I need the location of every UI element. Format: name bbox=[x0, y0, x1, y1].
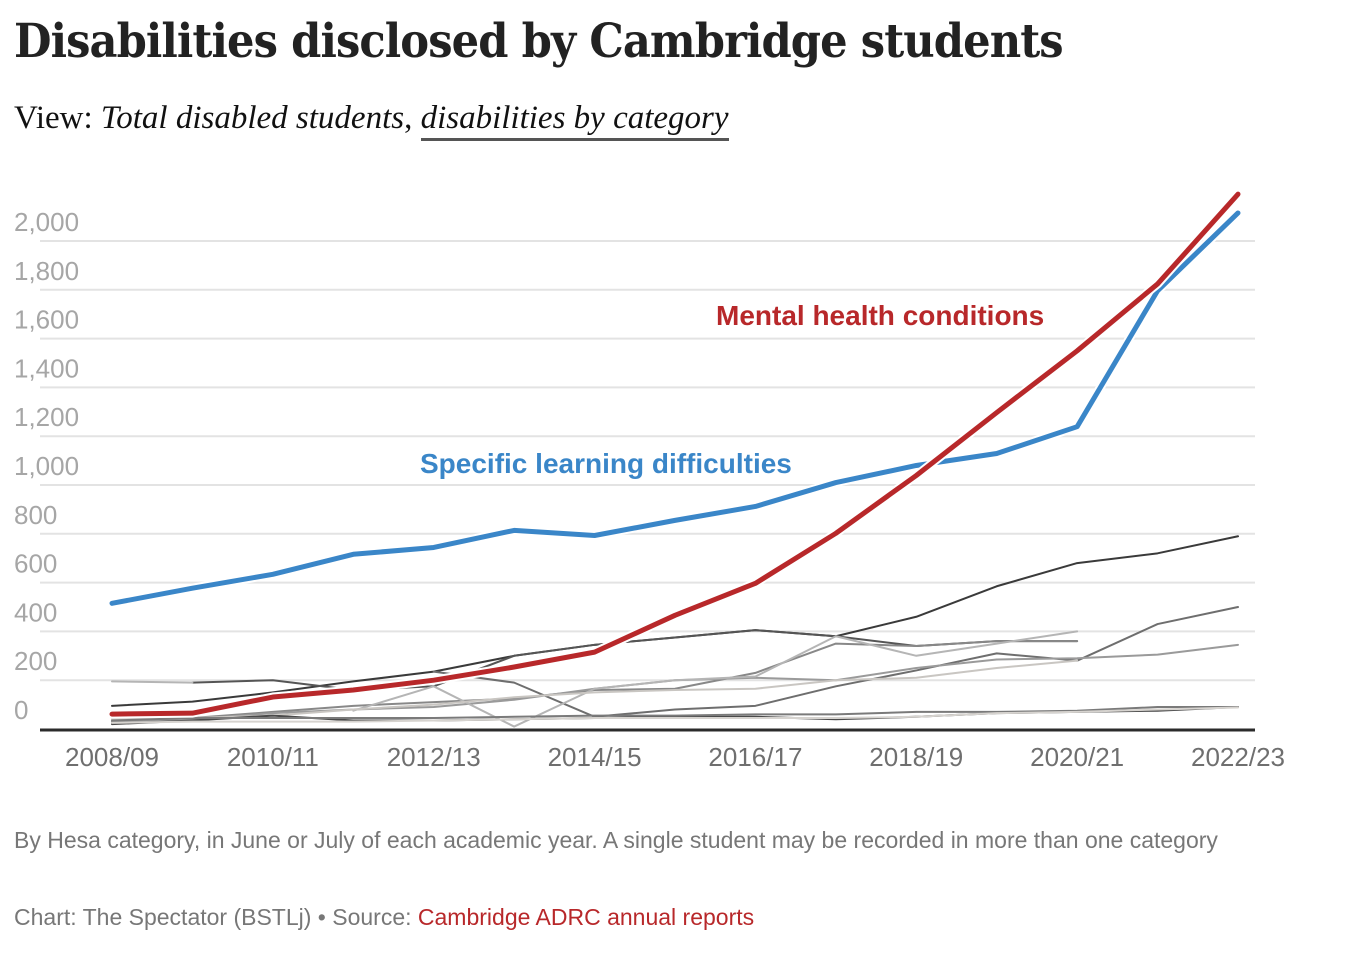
x-tick-label: 2016/17 bbox=[708, 742, 802, 772]
y-tick-label: 1,400 bbox=[14, 353, 79, 383]
y-tick-label: 0 bbox=[14, 695, 28, 725]
credit-text: Chart: The Spectator (BSTLj) • Source: bbox=[14, 904, 418, 930]
x-tick-label: 2012/13 bbox=[387, 742, 481, 772]
x-axis-ticks: 2008/09 2010/11 2012/13 2014/15 2016/17 2018/… bbox=[65, 742, 1285, 772]
view-option-by-category[interactable]: disabilities by category bbox=[420, 100, 729, 141]
series-line-other bbox=[111, 706, 1239, 722]
y-tick-label: 200 bbox=[14, 646, 57, 676]
label-mental-health: Mental health conditions bbox=[716, 300, 1044, 331]
series-line-other bbox=[352, 630, 1079, 728]
x-tick-label: 2022/23 bbox=[1191, 742, 1285, 772]
chart-notes: By Hesa category, in June or July of eac… bbox=[14, 827, 1218, 853]
series-line-other bbox=[432, 606, 1239, 718]
view-prefix: View: bbox=[14, 100, 93, 136]
y-tick-label: 600 bbox=[14, 549, 57, 579]
series-line-halo bbox=[107, 208, 1243, 608]
y-tick-label: 1,800 bbox=[14, 256, 79, 286]
x-tick-label: 2014/15 bbox=[548, 742, 642, 772]
y-tick-label: 2,000 bbox=[14, 207, 79, 237]
series-line-other bbox=[111, 680, 194, 684]
series-line-other bbox=[111, 706, 1239, 724]
chart-title: Disabilities disclosed by Cambridge stud… bbox=[14, 14, 1064, 69]
y-tick-label: 1,000 bbox=[14, 451, 79, 481]
y-tick-label: 800 bbox=[14, 500, 57, 530]
series-line-mental-health bbox=[109, 191, 1241, 717]
label-learning-difficulties: Specific learning difficulties bbox=[420, 448, 792, 479]
x-tick-label: 2010/11 bbox=[227, 742, 319, 772]
x-tick-label: 2020/21 bbox=[1030, 742, 1124, 772]
chart-credit: Chart: The Spectator (BSTLj) • Source: C… bbox=[14, 904, 754, 931]
series-line-other bbox=[111, 640, 1079, 723]
source-link[interactable]: Cambridge ADRC annual reports bbox=[417, 904, 755, 930]
x-tick-label: 2018/19 bbox=[869, 742, 963, 772]
view-option-total[interactable]: Total disabled students bbox=[100, 100, 405, 136]
series-annotations: Mental health conditions Specific learnin… bbox=[420, 300, 1044, 479]
x-tick-label: 2008/09 bbox=[65, 742, 159, 772]
y-tick-label: 400 bbox=[14, 597, 57, 627]
y-axis-ticks: 0 200 400 600 800 1,000 1,200 1,400 1,600 1,800 2,… bbox=[14, 207, 79, 725]
y-tick-label: 1,200 bbox=[14, 402, 79, 432]
view-switcher: View: Total disabled students, disabilit… bbox=[14, 100, 729, 141]
view-separator: , bbox=[404, 100, 413, 136]
y-tick-label: 1,600 bbox=[14, 305, 79, 335]
series-line-learning bbox=[109, 210, 1241, 606]
line-chart: 0 200 400 600 800 1,000 1,200 1,400 1,600 1,800 2,… bbox=[14, 189, 1285, 772]
highlighted-lines bbox=[107, 189, 1243, 719]
